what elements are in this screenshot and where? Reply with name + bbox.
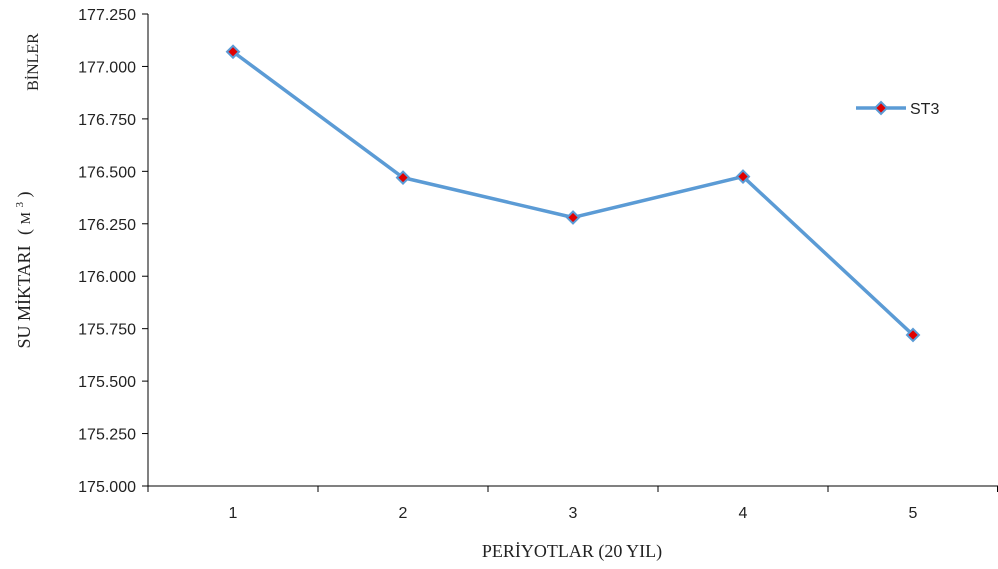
y-tick-label: 177.000 (78, 59, 136, 76)
legend: ST3 (856, 100, 939, 118)
y-tick-label: 176.250 (78, 217, 136, 234)
y-tick-label: 175.750 (78, 322, 136, 339)
y-tick-label: 175.250 (78, 427, 136, 444)
data-point-marker (905, 327, 921, 343)
y-tick-label: 177.250 (78, 7, 136, 24)
x-tick-label: 1 (229, 505, 238, 522)
data-point-marker (565, 210, 581, 225)
x-tick-label: 2 (399, 505, 408, 522)
x-tick-label: 4 (739, 505, 748, 522)
y-tick-label: 175.500 (78, 374, 136, 391)
legend-label-st3: ST3 (910, 101, 939, 118)
y-axis-title: SU MİKTARI ( M 3 ) (7, 191, 35, 348)
y-display-unit-label: BİNLER (24, 33, 42, 91)
y-tick-label: 176.000 (78, 269, 136, 286)
data-point-marker (735, 169, 751, 184)
y-tick-label: 176.500 (78, 164, 136, 181)
x-tick-label: 3 (569, 505, 578, 522)
x-axis: 1 2 3 4 5 (147, 485, 998, 522)
data-point-marker (225, 44, 241, 60)
y-axis-title-unit-open: ( (14, 229, 35, 235)
data-point-marker (395, 170, 411, 186)
x-axis-title: PERİYOTLAR (20 YIL) (482, 541, 662, 562)
y-axis-title-unit-close: ) (14, 191, 35, 197)
x-tick-label: 5 (909, 505, 918, 522)
y-axis: 175.000 175.250 175.500 175.750 176.000 176.2… (78, 7, 149, 496)
y-tick-label: 176.750 (78, 112, 136, 129)
y-tick-label: 175.000 (78, 479, 136, 496)
y-axis-title-unit-letter: M (19, 211, 34, 224)
series-st3 (225, 44, 921, 343)
y-axis-title-main: SU MİKTARI (14, 245, 34, 348)
legend-marker (873, 100, 889, 116)
series-line (231, 50, 915, 337)
y-axis-title-unit-power: 3 (14, 201, 26, 207)
